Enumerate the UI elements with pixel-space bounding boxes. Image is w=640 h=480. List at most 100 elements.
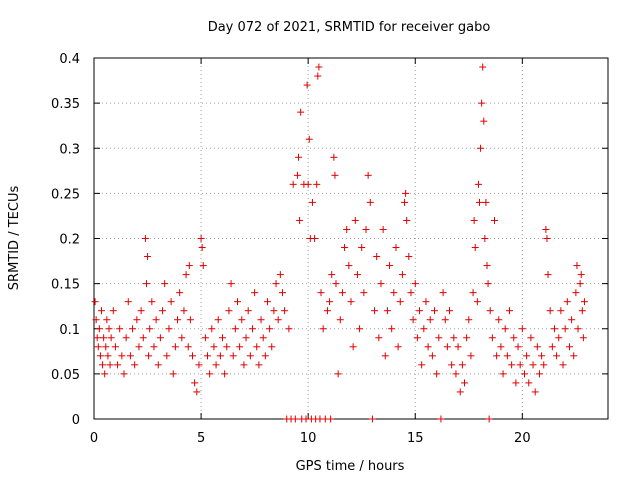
data-point [520,370,528,378]
data-point [210,343,218,351]
data-point [433,370,441,378]
data-point [145,352,153,360]
data-point [297,108,305,116]
data-point [274,316,282,324]
data-point [381,352,389,360]
y-tick-label: 0.35 [51,97,80,112]
data-point [206,370,214,378]
data-point [565,343,573,351]
data-point [257,316,265,324]
data-point [255,361,263,369]
data-point [470,216,478,224]
data-point [446,307,454,315]
data-point [156,334,164,342]
data-point [139,334,147,342]
data-point [555,334,563,342]
data-point [481,235,489,242]
y-tick-label: 0.05 [51,368,80,383]
data-point [238,316,246,324]
data-point [379,225,387,233]
data-point [396,298,404,306]
data-point [574,325,582,333]
data-point [189,352,197,360]
data-point [182,271,190,279]
data-point [533,343,541,351]
chart-title: Day 072 of 2021, SRMTID for receiver gab… [208,20,491,35]
data-point [142,280,150,288]
data-point [441,316,449,324]
data-point [150,343,158,351]
x-tick-label: 15 [407,431,424,446]
data-point [540,361,548,369]
data-point [146,325,154,333]
data-point [104,352,112,360]
data-point [426,316,434,324]
data-point [334,370,342,378]
data-point [456,388,464,396]
data-point [328,271,336,279]
data-point [144,253,152,261]
data-point [576,280,584,288]
data-point [557,307,565,315]
y-tick-label: 0.25 [51,187,80,202]
data-point [351,216,359,224]
data-point [105,325,113,333]
data-point [570,352,578,360]
data-point [479,63,487,71]
data-point [163,352,171,360]
y-tick-label: 0 [72,413,80,428]
data-point [461,379,469,387]
data-point [553,352,561,360]
data-point [428,352,436,360]
data-point [572,289,580,297]
data-point [458,361,466,369]
data-point [542,225,550,233]
data-point [94,343,102,351]
data-point [518,325,526,333]
data-point [580,298,588,306]
data-point [208,325,216,333]
data-point [253,343,261,351]
data-point [477,144,485,152]
data-point [152,316,160,324]
data-point [289,180,297,188]
data-point [93,334,101,342]
data-point [469,289,477,297]
data-point [353,271,361,279]
data-point [499,370,507,378]
data-point [525,379,533,387]
data-point [358,244,366,252]
data-point [167,298,175,306]
data-point [439,289,447,297]
data-point [212,361,220,369]
data-point [503,352,511,360]
data-point [497,343,505,351]
data-point [473,298,481,306]
data-point [131,361,139,369]
data-point [418,361,426,369]
data-point [308,198,316,206]
data-point [148,298,156,306]
data-point [221,370,229,378]
data-point [495,316,503,324]
data-point [126,352,134,360]
data-point [516,361,524,369]
data-point [422,298,430,306]
data-point [413,334,421,342]
y-tick-label: 0.15 [51,278,80,293]
data-point [375,334,383,342]
data-point [216,352,224,360]
data-point [510,334,518,342]
data-point [135,343,143,351]
data-point [195,361,203,369]
data-point [366,198,374,206]
data-point [137,307,145,315]
data-point [349,343,357,351]
data-point [403,216,411,224]
data-point [362,225,370,233]
data-point [480,117,488,125]
data-point [116,325,124,333]
data-point [225,307,233,315]
data-point [573,262,581,270]
data-point [97,307,105,315]
